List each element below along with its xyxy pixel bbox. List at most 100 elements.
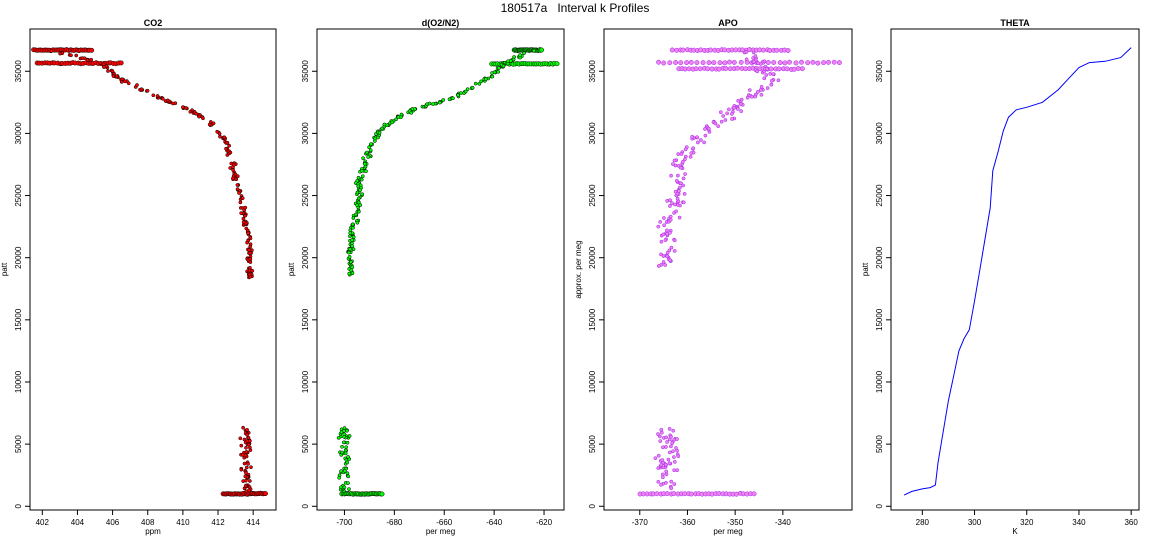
y-tick-label: 30000 — [301, 122, 310, 145]
data-point — [696, 140, 700, 145]
y-tick-label: 20000 — [588, 246, 597, 269]
data-point — [769, 78, 774, 83]
data-point — [225, 140, 230, 145]
panel-title: APO — [718, 18, 738, 28]
data-point — [682, 192, 687, 196]
data-point — [673, 60, 679, 65]
data-point — [244, 445, 248, 450]
data-point — [437, 100, 442, 105]
data-point — [139, 87, 144, 92]
data-point — [351, 226, 355, 230]
data-point — [805, 60, 811, 66]
data-point — [810, 59, 816, 65]
data-point — [656, 224, 661, 229]
data-point — [751, 59, 756, 64]
data-point — [774, 47, 780, 53]
data-point — [755, 69, 760, 74]
plot-frame — [890, 28, 1140, 511]
data-point — [736, 107, 740, 111]
y-axis-label: approx. per meg — [574, 240, 583, 298]
data-point — [235, 174, 240, 179]
data-point — [242, 461, 247, 466]
y-tick-label: 5000 — [588, 435, 597, 453]
data-point — [656, 264, 661, 268]
x-tick-label: 410 — [176, 518, 190, 527]
data-point — [244, 478, 248, 483]
y-tick-label: 10000 — [14, 370, 23, 393]
data-point — [793, 60, 799, 66]
data-point — [342, 485, 347, 490]
data-point — [165, 98, 170, 103]
data-point — [194, 111, 199, 116]
data-point — [348, 247, 353, 252]
data-point — [355, 203, 359, 208]
data-point — [739, 109, 744, 114]
data-point — [815, 60, 821, 66]
y-tick-label: 0 — [14, 503, 23, 508]
data-point — [716, 124, 721, 129]
data-point — [160, 96, 165, 101]
data-point — [675, 437, 679, 441]
data-point — [69, 53, 73, 58]
data-point — [344, 445, 349, 450]
data-point — [347, 254, 352, 259]
data-point — [346, 455, 350, 459]
data-point — [665, 440, 669, 444]
data-point — [771, 72, 776, 76]
data-point — [347, 434, 352, 438]
data-point — [663, 462, 668, 467]
data-point — [730, 117, 734, 121]
data-point — [343, 448, 348, 453]
data-point — [759, 92, 764, 97]
data-point — [351, 235, 356, 239]
data-point — [346, 250, 351, 255]
x-tick-label: -680 — [386, 518, 403, 527]
plot-frame — [603, 28, 853, 511]
data-point — [235, 187, 240, 191]
data-point — [667, 248, 672, 253]
data-point — [501, 64, 506, 68]
data-point — [379, 491, 385, 497]
data-point — [708, 47, 714, 53]
data-point — [427, 101, 432, 106]
data-point — [360, 174, 365, 179]
data-point — [241, 425, 245, 430]
data-point — [89, 47, 95, 53]
data-point — [227, 143, 232, 148]
data-point — [677, 215, 682, 220]
data-point — [231, 168, 235, 172]
data-point — [243, 474, 248, 479]
data-point — [777, 60, 783, 66]
data-point — [376, 135, 380, 140]
data-point — [673, 202, 677, 207]
x-tick-label: -620 — [536, 518, 553, 527]
data-point — [654, 491, 660, 497]
y-tick-label: 30000 — [875, 122, 884, 145]
data-point — [759, 84, 764, 89]
data-point — [369, 142, 373, 146]
data-point — [668, 214, 673, 219]
y-tick-label: 0 — [301, 503, 310, 508]
data-point — [664, 469, 669, 474]
data-point — [727, 59, 732, 65]
data-point — [340, 444, 344, 449]
y-tick-label: 35000 — [301, 60, 310, 83]
x-axis-label: K — [1012, 527, 1018, 536]
data-point — [681, 183, 685, 188]
data-point — [102, 65, 106, 69]
y-tick-label: 30000 — [14, 122, 23, 145]
data-point — [355, 190, 360, 195]
data-point — [695, 135, 699, 140]
data-point — [245, 428, 249, 432]
data-point — [673, 163, 678, 168]
data-point — [675, 468, 680, 473]
panel-1: d(O2/N2) -700 -680 -660 -640 -620 0 5000 10000 15… — [287, 18, 565, 536]
data-point — [768, 66, 774, 72]
data-point — [360, 192, 365, 197]
plot-frame — [29, 28, 277, 511]
data-point — [89, 57, 94, 62]
scatter-points — [31, 47, 268, 497]
data-point — [377, 130, 382, 135]
data-point — [678, 185, 682, 190]
data-point — [674, 446, 678, 450]
